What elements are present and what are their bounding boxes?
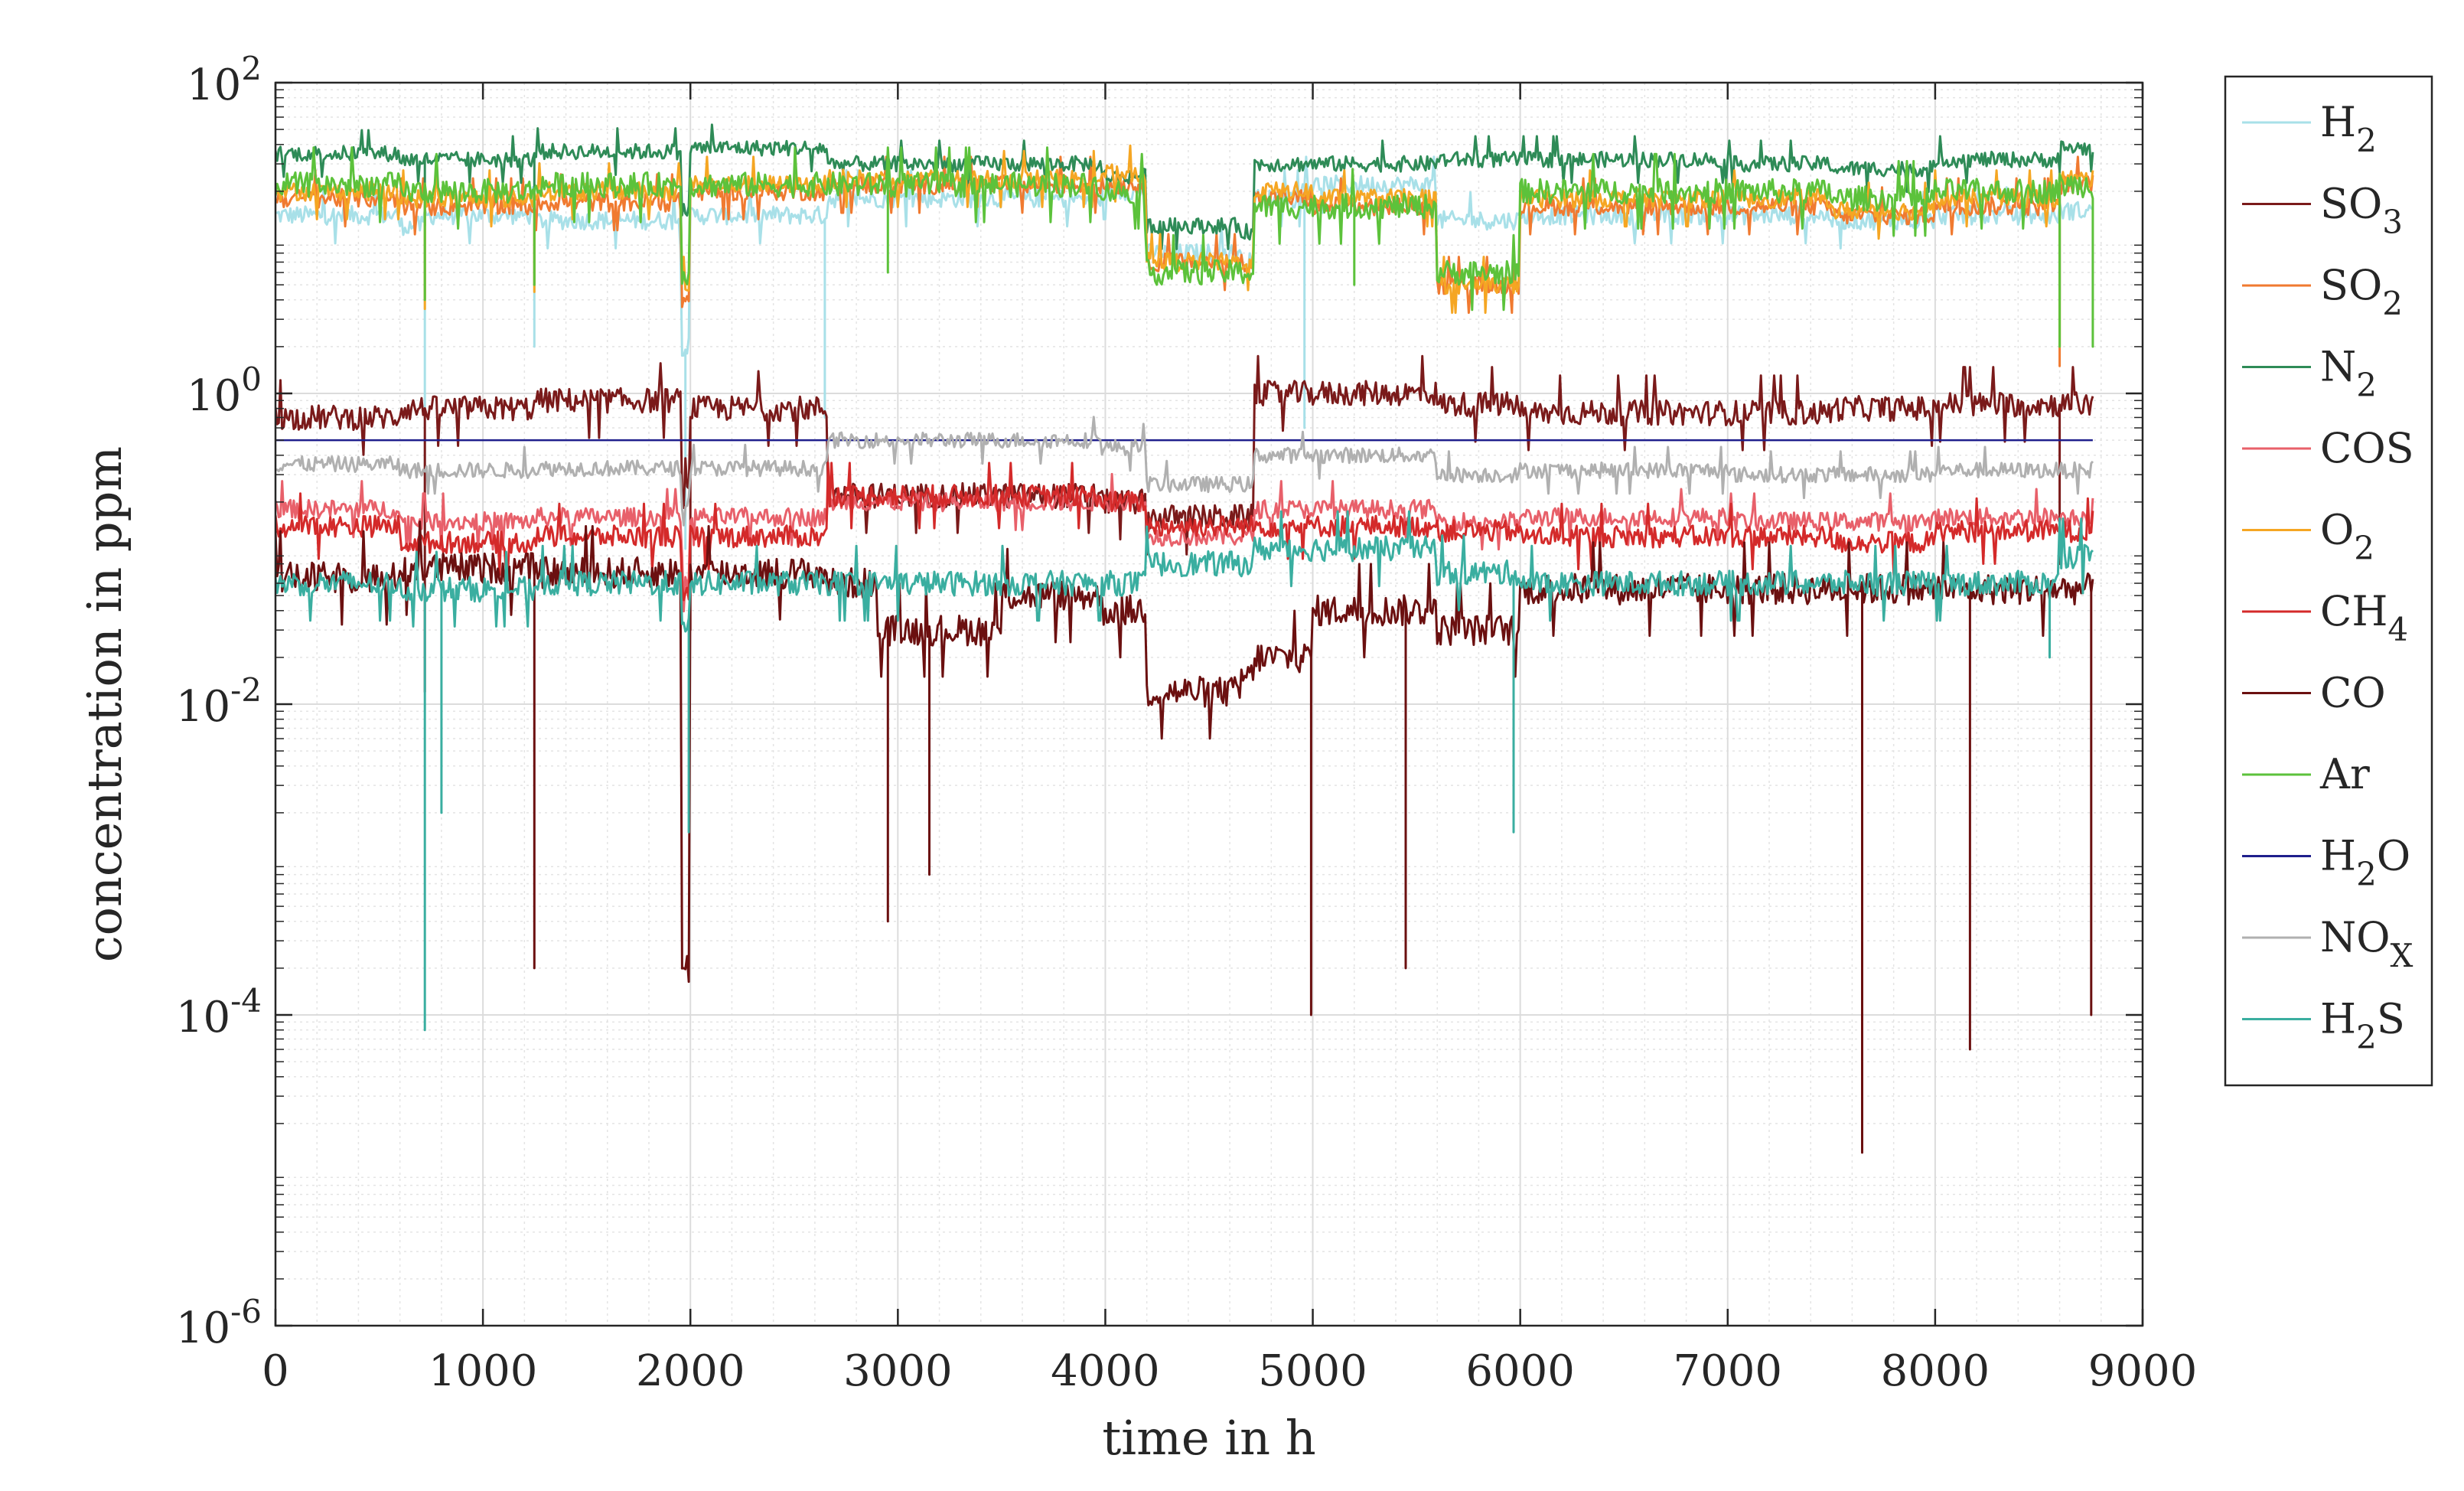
legend-label-h2o: H2O	[2320, 832, 2410, 893]
x-tick-label: 9000	[2088, 1346, 2198, 1396]
y-tick-label: 10-6	[176, 1293, 262, 1353]
x-tick-label: 7000	[1674, 1346, 1783, 1396]
series-line-cos	[275, 472, 2094, 613]
series-line-so3	[275, 354, 2094, 693]
legend-label-nox: NOX	[2320, 913, 2413, 974]
y-tick-label: 100	[187, 361, 262, 421]
legend-label-cos: COS	[2320, 424, 2414, 472]
y-tick-label: 10-2	[176, 671, 262, 732]
legend-label-ar: Ar	[2319, 750, 2370, 798]
legend-label-h2s: H2S	[2320, 995, 2405, 1056]
legend-label-n2: N2	[2320, 343, 2377, 404]
x-tick-label: 6000	[1465, 1346, 1575, 1396]
y-tick-label: 102	[187, 50, 262, 110]
y-axis-label: concentration in ppm	[77, 446, 132, 962]
series-line-ar	[275, 146, 2094, 348]
series-line-ch4	[275, 462, 2094, 602]
x-tick-label: 0	[262, 1346, 289, 1396]
x-tick-label: 5000	[1258, 1346, 1367, 1396]
legend-label-so2: SO2	[2320, 261, 2403, 322]
y-tick-label: 10-4	[176, 982, 262, 1042]
x-axis-label: time in h	[1102, 1410, 1315, 1466]
x-tick-label: 4000	[1051, 1346, 1160, 1396]
x-tick-label: 2000	[636, 1346, 745, 1396]
series-line-h2	[275, 155, 2094, 597]
legend: H2 SO3 SO2 N2 COS O2 CH4 CO Ar H2O NOX H2S	[2224, 75, 2433, 1087]
legend-label-ch4: CH4	[2320, 587, 2408, 648]
series-line-n2	[275, 123, 2094, 302]
x-tick-label: 1000	[429, 1346, 538, 1396]
legend-label-so3: SO3	[2320, 180, 2403, 241]
legend-box	[2224, 75, 2433, 1087]
legend-label-h2: H2	[2320, 98, 2377, 159]
series-line-h2s	[275, 510, 2094, 1032]
legend-label-o2: O2	[2320, 506, 2374, 567]
axes: 0 1000 2000 3000 4000 5000 6000 7000 8000 9000 10-…	[176, 50, 2197, 1396]
plot-series	[275, 123, 2094, 1154]
x-tick-label: 8000	[1881, 1346, 1990, 1396]
x-tick-label: 3000	[843, 1346, 953, 1396]
legend-label-co: CO	[2320, 669, 2386, 717]
series-line-nox	[275, 416, 2094, 527]
